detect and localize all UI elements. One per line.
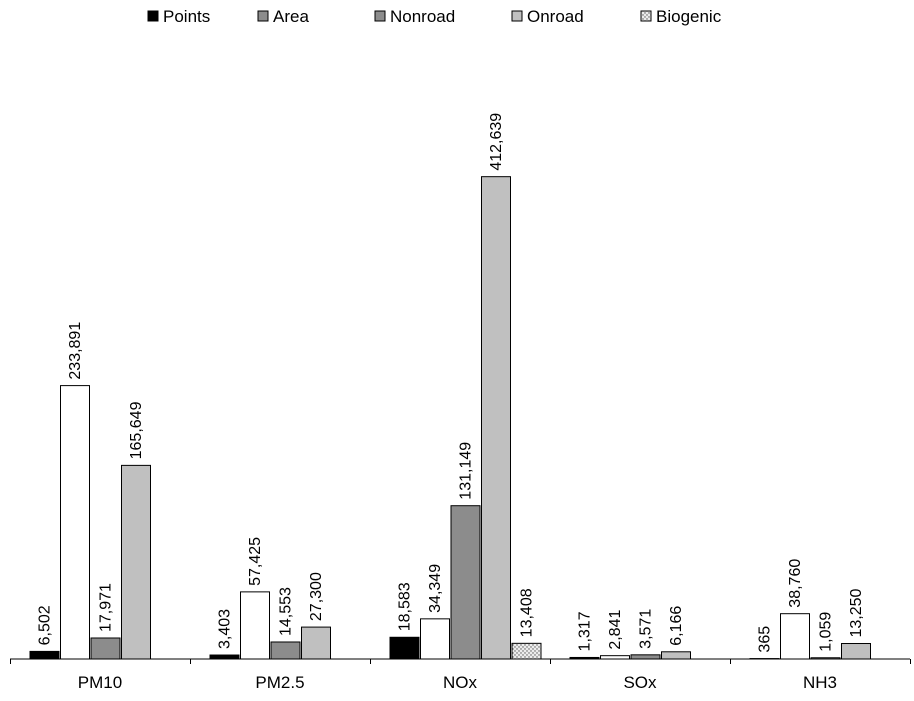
value-label-onroad-nox: 412,639 <box>488 113 505 171</box>
value-label-onroad-sox: 6,166 <box>668 606 685 646</box>
value-label-area-pm10: 233,891 <box>67 322 84 380</box>
bar-nonroad-nox <box>450 505 481 660</box>
value-label-biogenic-nox: 13,408 <box>519 588 536 637</box>
value-label-points-sox: 1,317 <box>577 611 594 651</box>
bar-area-nh3 <box>780 613 810 660</box>
category-label-pm2-5: PM2.5 <box>255 673 304 692</box>
bar-points-nox <box>389 636 420 660</box>
category-label-nox: NOx <box>443 673 478 692</box>
legend-label-biogenic: Biogenic <box>656 7 722 26</box>
legend-label-nonroad: Nonroad <box>390 7 455 26</box>
value-label-points-nox: 18,583 <box>397 582 414 631</box>
category-label-sox: SOx <box>623 673 657 692</box>
value-label-onroad-pm2-5: 27,300 <box>308 572 325 621</box>
bar-nonroad-pm2-5 <box>270 641 301 660</box>
legend-swatch-nonroad <box>374 10 386 22</box>
legend-label-area: Area <box>273 7 309 26</box>
bar-onroad-nh3 <box>841 643 871 660</box>
legend-swatch-points <box>147 10 159 22</box>
bar-area-pm10 <box>60 385 90 660</box>
value-label-nonroad-pm2-5: 14,553 <box>278 587 295 636</box>
value-label-onroad-nh3: 13,250 <box>848 588 865 637</box>
bar-area-pm2-5 <box>240 591 270 660</box>
value-label-area-sox: 2,841 <box>607 610 624 650</box>
bar-points-pm10 <box>29 650 60 660</box>
value-label-points-pm10: 6,502 <box>37 605 54 645</box>
bar-nonroad-sox <box>630 654 661 660</box>
value-label-points-pm2-5: 3,403 <box>217 609 234 649</box>
legend-swatch-area <box>257 10 269 22</box>
value-label-onroad-pm10: 165,649 <box>128 401 145 459</box>
value-label-nonroad-nox: 131,149 <box>458 442 475 500</box>
bar-onroad-pm2-5 <box>301 626 331 660</box>
value-label-area-nox: 34,349 <box>427 564 444 613</box>
bar-onroad-sox <box>661 651 691 660</box>
data-labels: 6,502 3,403 18,583 1,317 365 233,891 57,425 34,… <box>37 113 866 653</box>
bar-biogenic-nox <box>511 642 542 660</box>
x-axis-tick-labels: PM10 PM2.5 NOx SOx NH3 <box>78 673 837 692</box>
value-label-area-nh3: 38,760 <box>787 559 804 608</box>
bar-area-nox <box>420 618 450 660</box>
bar-onroad-nox <box>481 176 511 660</box>
chart-legend: Points Area Nonroad Onroad Biogenic <box>147 7 722 26</box>
value-label-points-nh3: 365 <box>757 626 774 653</box>
bar-group <box>29 176 871 660</box>
value-label-nonroad-nh3: 1,059 <box>818 612 835 652</box>
category-label-nh3: NH3 <box>803 673 837 692</box>
category-label-pm10: PM10 <box>78 673 122 692</box>
bar-points-pm2-5 <box>209 654 240 660</box>
legend-swatch-onroad <box>511 10 523 22</box>
x-axis-ticks <box>10 659 911 664</box>
value-label-nonroad-pm10: 17,971 <box>98 583 115 632</box>
legend-label-onroad: Onroad <box>527 7 584 26</box>
value-label-area-pm2-5: 57,425 <box>247 537 264 586</box>
bar-nonroad-pm10 <box>90 637 121 660</box>
legend-label-points: Points <box>163 7 210 26</box>
legend-swatch-biogenic <box>640 10 652 22</box>
bar-onroad-pm10 <box>121 464 151 660</box>
value-label-nonroad-sox: 3,571 <box>638 609 655 649</box>
